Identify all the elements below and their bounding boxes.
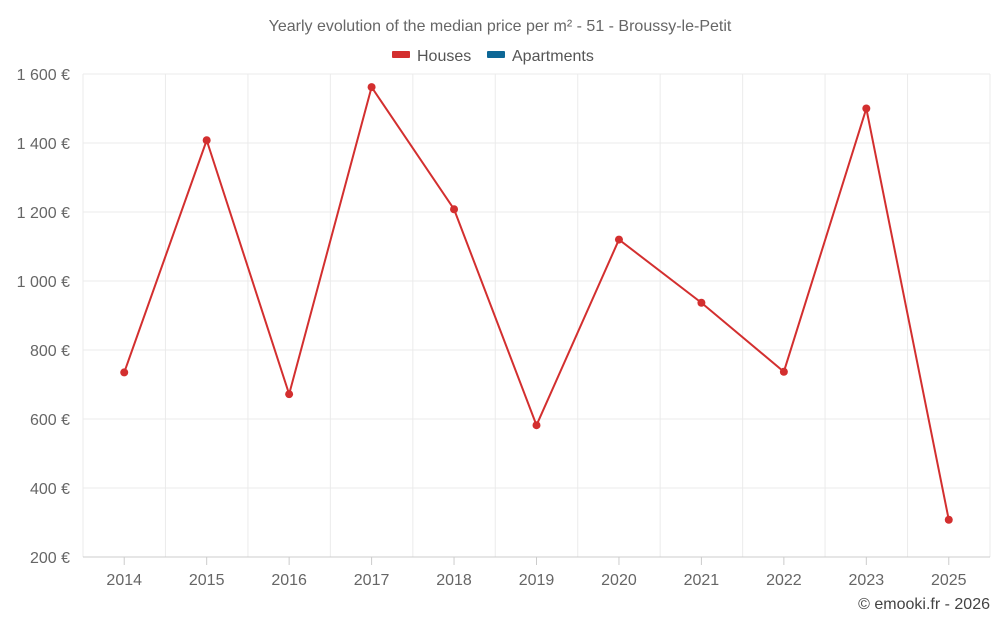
- data-point[interactable]: [944, 515, 953, 524]
- chart-title: Yearly evolution of the median price per…: [269, 18, 732, 35]
- y-tick-label: 1 600 €: [17, 67, 70, 84]
- x-tick-label: 2015: [189, 572, 225, 589]
- y-tick-label: 1 400 €: [17, 136, 70, 153]
- x-axis: 2014 2015 2016 2017 2018 2019 2020 2021 2022 2023…: [83, 556, 990, 589]
- data-point[interactable]: [614, 235, 623, 244]
- legend-label-houses[interactable]: Houses: [417, 48, 471, 65]
- data-point[interactable]: [120, 368, 129, 377]
- x-tick-label: 2017: [354, 572, 390, 589]
- data-point[interactable]: [532, 421, 541, 430]
- y-tick-label: 800 €: [30, 343, 70, 360]
- data-point[interactable]: [779, 367, 788, 376]
- legend-label-apartments[interactable]: Apartments: [512, 48, 594, 65]
- legend-swatch-houses: [392, 51, 410, 58]
- data-point[interactable]: [862, 104, 871, 113]
- x-tick-label: 2016: [271, 572, 307, 589]
- credit-text: © emooki.fr - 2026: [858, 596, 990, 613]
- x-tick-label: 2014: [106, 572, 142, 589]
- data-point[interactable]: [450, 205, 459, 214]
- series-layer: [120, 83, 953, 524]
- x-tick-label: 2023: [849, 572, 885, 589]
- x-tick-label: 2019: [519, 572, 555, 589]
- data-point[interactable]: [697, 298, 706, 307]
- x-tick-label: 2021: [684, 572, 720, 589]
- data-point[interactable]: [367, 83, 376, 92]
- y-tick-label: 400 €: [30, 481, 70, 498]
- y-tick-label: 1 200 €: [17, 205, 70, 222]
- legend: Houses Apartments: [392, 48, 594, 65]
- x-tick-label: 2018: [436, 572, 472, 589]
- x-tick-label: 2020: [601, 572, 637, 589]
- y-tick-label: 1 000 €: [17, 274, 70, 291]
- data-point[interactable]: [285, 390, 294, 399]
- y-tick-label: 600 €: [30, 412, 70, 429]
- data-point[interactable]: [202, 136, 211, 145]
- y-tick-label: 200 €: [30, 550, 70, 567]
- legend-swatch-apartments: [487, 51, 505, 58]
- x-tick-label: 2025: [931, 572, 967, 589]
- x-tick-label: 2022: [766, 572, 802, 589]
- y-axis: 200 € 400 € 600 € 800 € 1 000 € 1 200 € 1 400 …: [17, 67, 70, 567]
